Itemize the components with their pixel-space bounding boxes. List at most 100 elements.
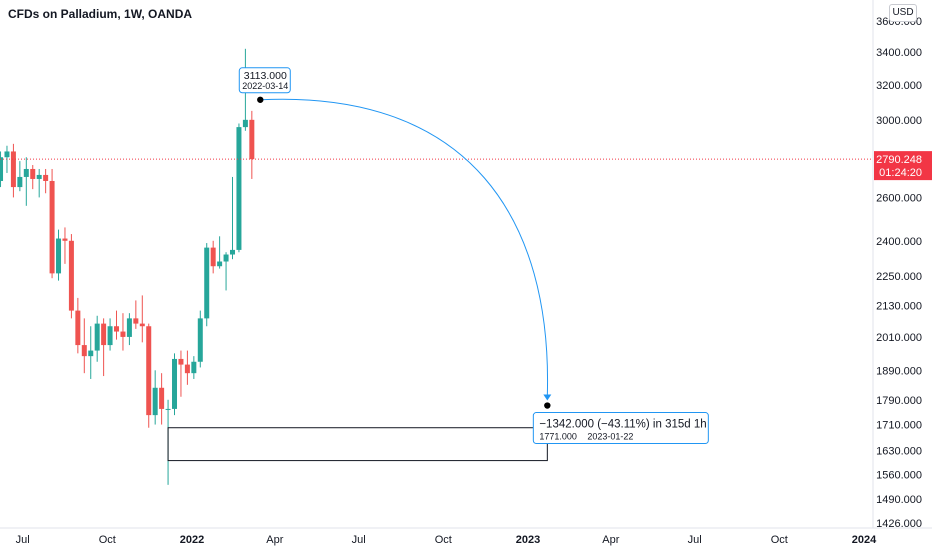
candle[interactable] <box>210 240 216 274</box>
candle[interactable] <box>230 176 236 260</box>
candle-body <box>120 331 126 337</box>
candle-body <box>56 238 62 274</box>
end-label-box <box>532 412 709 445</box>
end-price-label: 1771.000 <box>539 432 577 442</box>
rectangle-zone[interactable] <box>167 427 548 462</box>
candle[interactable] <box>133 300 139 329</box>
candle-body <box>23 168 29 177</box>
candle[interactable] <box>75 297 81 354</box>
candle[interactable] <box>107 318 113 351</box>
price-tick-label: 1890.000 <box>876 365 922 377</box>
time-tick-label: Oct <box>435 534 452 546</box>
candle[interactable] <box>94 315 100 362</box>
candle-body <box>10 151 16 188</box>
price-tick-label: 1490.000 <box>876 494 922 506</box>
time-tick-label: Apr <box>602 534 619 546</box>
candle-body <box>81 345 87 357</box>
candlestick-series[interactable] <box>0 48 255 485</box>
candle-body <box>36 174 42 179</box>
start-point-marker[interactable] <box>257 96 264 103</box>
candle-body <box>68 240 74 311</box>
candle[interactable] <box>249 110 255 179</box>
time-tick-label: Apr <box>266 534 283 546</box>
candle[interactable] <box>197 310 203 368</box>
candle[interactable] <box>0 151 4 188</box>
candle-body <box>165 408 171 410</box>
candle[interactable] <box>17 161 23 192</box>
candle[interactable] <box>23 157 29 206</box>
candle[interactable] <box>81 318 87 374</box>
price-tick-label: 3400.000 <box>876 47 922 59</box>
candle[interactable] <box>30 165 36 190</box>
candle[interactable] <box>139 295 145 343</box>
candle-body <box>249 119 255 160</box>
candle-body <box>43 174 49 181</box>
candle[interactable] <box>36 168 42 198</box>
price-tick-label: 3000.000 <box>876 115 922 127</box>
arrow-head-icon <box>543 394 552 401</box>
candle-body <box>107 326 113 346</box>
candle[interactable] <box>184 350 190 385</box>
candle[interactable] <box>191 356 197 379</box>
candle[interactable] <box>10 143 16 198</box>
candle[interactable] <box>126 313 132 346</box>
candle-body <box>75 310 81 346</box>
candle[interactable] <box>120 313 126 351</box>
candle-body <box>152 387 158 416</box>
time-tick-label: Jul <box>352 534 366 546</box>
time-axis[interactable]: Jul Oct 2022 Apr Jul Oct 2023 Apr Jul Oct 2024 <box>16 534 878 546</box>
currency-badge[interactable]: USD <box>889 4 917 22</box>
candle-body <box>30 168 36 179</box>
candle[interactable] <box>178 350 184 397</box>
candle-body <box>172 358 178 409</box>
candle-body <box>139 323 145 327</box>
candle-body <box>204 247 210 319</box>
time-tick-label: 2022 <box>180 534 204 546</box>
candle[interactable] <box>101 318 107 377</box>
candle[interactable] <box>68 234 74 319</box>
candle[interactable] <box>62 227 68 264</box>
bar-countdown: 01:24:20 <box>879 167 922 179</box>
last-price-badge-bg <box>874 151 932 181</box>
chart-area <box>0 0 932 529</box>
price-tick-label: 2400.000 <box>876 236 922 248</box>
time-tick-label: Jul <box>16 534 30 546</box>
candle[interactable] <box>43 168 49 194</box>
symbol-title: CFDs on Palladium, 1W, OANDA <box>8 7 193 21</box>
candle-body <box>230 249 236 255</box>
candle[interactable] <box>204 243 210 327</box>
price-tick-label: 1790.000 <box>876 395 922 407</box>
candle[interactable] <box>146 323 152 428</box>
candle[interactable] <box>49 168 55 279</box>
change-summary-label: −1342.000 (−43.11%) in 315d 1h <box>539 419 706 431</box>
candle[interactable] <box>217 236 223 269</box>
candle[interactable] <box>159 373 165 425</box>
candle[interactable] <box>236 123 242 253</box>
candle[interactable] <box>56 229 62 281</box>
candle-body <box>217 261 223 267</box>
candle[interactable] <box>152 370 158 425</box>
candle[interactable] <box>172 353 178 416</box>
candle-body <box>242 119 248 128</box>
candle[interactable] <box>223 252 229 291</box>
start-price-label: 3113.000 <box>244 70 287 82</box>
measure-arrow-curve[interactable] <box>260 98 548 396</box>
candle-body <box>236 127 242 250</box>
end-point-marker[interactable] <box>544 402 551 409</box>
candle-body <box>184 364 190 374</box>
candle-body <box>88 350 94 357</box>
price-tick-label: 1560.000 <box>876 469 922 481</box>
price-axis[interactable]: 3600.0003400.0003200.0003000.0002600.000… <box>874 16 932 530</box>
candle[interactable] <box>114 310 120 340</box>
price-tick-label: 2250.000 <box>876 271 922 283</box>
candle-body <box>4 151 10 158</box>
candle-body <box>101 323 107 346</box>
last-price-value: 2790.248 <box>876 154 922 166</box>
candle-body <box>126 318 132 337</box>
time-tick-label: Oct <box>771 534 788 546</box>
candle[interactable] <box>88 326 94 379</box>
